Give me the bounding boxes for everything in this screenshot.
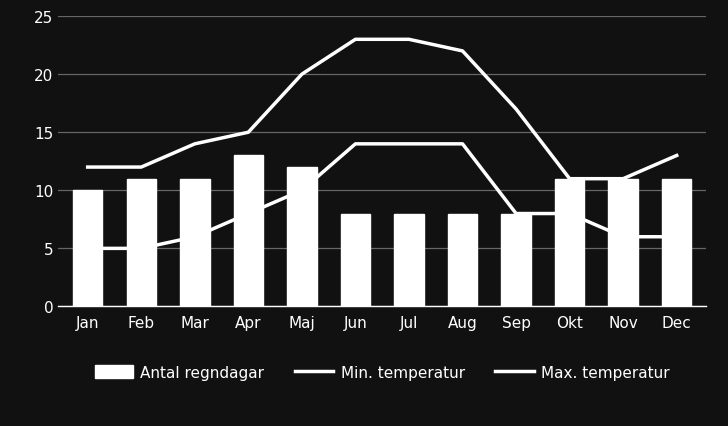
Bar <box>502 214 531 307</box>
Bar <box>127 179 156 307</box>
Bar <box>448 214 478 307</box>
Bar <box>180 179 210 307</box>
Bar <box>609 179 638 307</box>
Bar <box>395 214 424 307</box>
Bar <box>662 179 692 307</box>
Bar <box>555 179 585 307</box>
Bar <box>341 214 370 307</box>
Bar <box>287 168 317 307</box>
Bar <box>73 191 103 307</box>
Bar <box>234 156 263 307</box>
Legend: Antal regndagar, Min. temperatur, Max. temperatur: Antal regndagar, Min. temperatur, Max. t… <box>88 359 676 386</box>
